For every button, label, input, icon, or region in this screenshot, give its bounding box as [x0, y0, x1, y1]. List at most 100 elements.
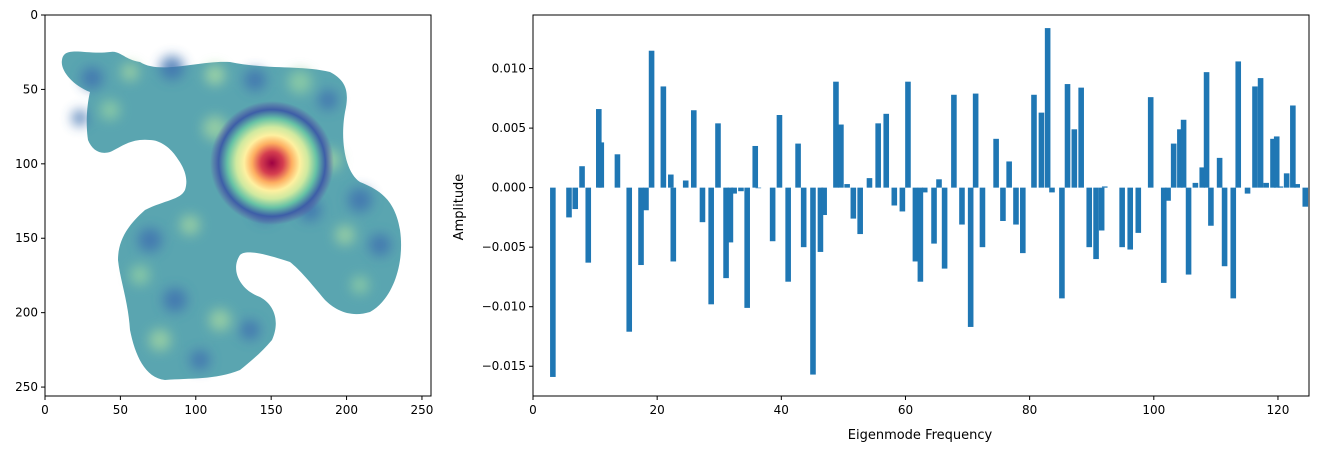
- bar: [1135, 187, 1142, 233]
- bar: [1020, 187, 1026, 254]
- bar: [1235, 61, 1242, 188]
- bar: [1257, 78, 1264, 188]
- bar: [891, 187, 898, 206]
- bar: [723, 187, 729, 279]
- bar: [690, 110, 697, 188]
- bar: [1119, 187, 1125, 248]
- bar-x-tick-label: 40: [774, 403, 789, 417]
- texture-layer: [72, 56, 391, 370]
- bar: [967, 187, 974, 327]
- bar: [1059, 187, 1065, 299]
- bar: [1244, 187, 1251, 194]
- bar: [850, 187, 857, 219]
- bar: [936, 179, 942, 188]
- bar: [800, 187, 807, 248]
- bar: [1006, 161, 1012, 188]
- peak-hotspot: [210, 101, 334, 225]
- bar-y-tick-label: 0.010: [492, 62, 526, 76]
- bar: [566, 187, 572, 218]
- bar: [810, 187, 816, 375]
- bar: [844, 184, 850, 188]
- bar: [1252, 86, 1258, 188]
- bar: [1160, 187, 1167, 283]
- bar: [738, 187, 744, 192]
- bar: [1203, 72, 1210, 188]
- bar: [699, 187, 706, 223]
- bar: [1170, 143, 1177, 188]
- bar-y-tick-label: −0.015: [482, 359, 526, 373]
- bar: [857, 187, 863, 235]
- bar-y-tick-label: −0.005: [482, 240, 526, 254]
- bar: [951, 94, 957, 188]
- x-axis-label: Eigenmode Frequency: [848, 428, 993, 443]
- image-x-tick-label: 150: [260, 403, 283, 417]
- image-y-tick-label: 0: [30, 8, 38, 22]
- image-panel: 0 50 100 150 200 250 0 50 100 150 200 250: [15, 8, 433, 417]
- bar: [917, 187, 924, 282]
- bar: [972, 93, 979, 188]
- bar-chart-panel: 0 20 40 60 80 100 120 −0.015 −0.010 −0.005 0.000 0…: [452, 14, 1310, 443]
- bar: [1185, 187, 1192, 275]
- plot-frame: [532, 14, 1310, 397]
- bar: [585, 187, 592, 263]
- bar: [1038, 112, 1045, 188]
- bar-y-tick-label: −0.010: [482, 300, 526, 314]
- bar: [1230, 187, 1237, 299]
- bar: [682, 180, 689, 188]
- bar: [1273, 136, 1280, 188]
- bar: [1000, 187, 1006, 221]
- bar: [1127, 187, 1134, 250]
- bar: [1078, 87, 1084, 188]
- bar: [1044, 28, 1051, 188]
- bar-y-tick-label: 0.005: [492, 121, 526, 135]
- bar: [833, 81, 839, 188]
- bar: [1192, 182, 1199, 188]
- bar-x-tick-label: 0: [529, 403, 537, 417]
- bar: [821, 187, 827, 216]
- bar: [708, 187, 714, 305]
- bar-series: [550, 28, 1309, 377]
- bar: [1071, 129, 1078, 188]
- bar: [668, 174, 674, 188]
- bar: [731, 187, 737, 194]
- bar: [1031, 94, 1037, 188]
- bar: [1180, 119, 1187, 188]
- image-y-tick-label: 250: [15, 380, 38, 394]
- bar: [905, 81, 911, 188]
- image-y-tick-label: 50: [23, 82, 38, 96]
- bar: [752, 145, 759, 188]
- bar: [776, 115, 783, 188]
- image-y-tick-label: 200: [15, 306, 38, 320]
- bar-x-tick-label: 100: [1142, 403, 1165, 417]
- bar: [755, 187, 762, 189]
- bar: [643, 187, 649, 211]
- bar: [1208, 187, 1214, 226]
- image-x-tick-label: 100: [184, 403, 207, 417]
- bar: [899, 187, 906, 212]
- bar: [838, 124, 844, 188]
- bar: [626, 187, 633, 332]
- bar: [817, 187, 824, 252]
- bar: [598, 142, 605, 188]
- bar: [1086, 187, 1093, 248]
- bar: [1290, 105, 1296, 188]
- bar: [931, 187, 937, 244]
- bar-x-tick-label: 120: [1267, 403, 1290, 417]
- bar: [883, 113, 890, 188]
- bar: [795, 143, 801, 188]
- bar-y-ticks: −0.015 −0.010 −0.005 0.000 0.005 0.010: [482, 62, 533, 373]
- bar: [1093, 187, 1099, 260]
- bar: [941, 187, 948, 269]
- bar: [1049, 187, 1055, 193]
- bar: [1277, 186, 1284, 188]
- bar: [1177, 129, 1183, 188]
- bar: [638, 187, 644, 266]
- bar: [769, 187, 776, 242]
- bar-x-tick-label: 80: [1022, 403, 1037, 417]
- image-x-ticks: 0 50 100 150 200 250: [41, 396, 433, 417]
- image-x-tick-label: 200: [335, 403, 358, 417]
- bar: [979, 187, 986, 248]
- bar-x-ticks: 0 20 40 60 80 100 120: [529, 396, 1289, 417]
- image-x-tick-label: 250: [411, 403, 434, 417]
